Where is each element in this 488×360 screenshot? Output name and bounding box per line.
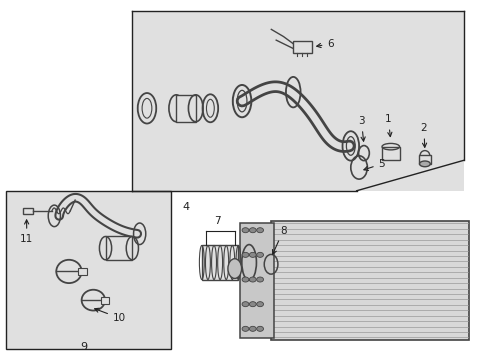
Bar xyxy=(271,221,468,339)
Circle shape xyxy=(242,252,248,257)
Circle shape xyxy=(249,326,256,331)
Circle shape xyxy=(242,326,248,331)
Circle shape xyxy=(249,252,256,257)
Bar xyxy=(78,268,86,275)
Bar xyxy=(381,147,399,160)
Bar xyxy=(5,191,171,348)
Bar xyxy=(22,208,33,214)
Text: 4: 4 xyxy=(182,202,189,212)
Circle shape xyxy=(249,277,256,282)
Text: 11: 11 xyxy=(20,220,33,244)
Bar xyxy=(105,236,132,260)
Circle shape xyxy=(249,302,256,307)
Bar xyxy=(293,41,311,53)
Circle shape xyxy=(256,302,263,307)
Circle shape xyxy=(242,228,248,233)
Bar xyxy=(176,95,195,122)
Text: 3: 3 xyxy=(358,116,365,141)
Polygon shape xyxy=(132,12,463,191)
Bar xyxy=(418,154,430,164)
Ellipse shape xyxy=(227,259,241,278)
Bar xyxy=(202,246,238,279)
Ellipse shape xyxy=(419,161,429,167)
Circle shape xyxy=(256,228,263,233)
Text: 2: 2 xyxy=(420,123,427,147)
Text: 10: 10 xyxy=(95,308,126,323)
Text: 1: 1 xyxy=(384,114,391,136)
Text: 7: 7 xyxy=(214,216,221,226)
Text: 9: 9 xyxy=(80,342,87,352)
Bar xyxy=(239,223,273,338)
Circle shape xyxy=(242,277,248,282)
Circle shape xyxy=(242,302,248,307)
Circle shape xyxy=(249,228,256,233)
Text: 8: 8 xyxy=(272,226,286,254)
Bar xyxy=(101,297,109,304)
Circle shape xyxy=(256,252,263,257)
Circle shape xyxy=(256,326,263,331)
Circle shape xyxy=(256,277,263,282)
Text: 6: 6 xyxy=(316,39,333,49)
Text: 5: 5 xyxy=(363,159,385,170)
